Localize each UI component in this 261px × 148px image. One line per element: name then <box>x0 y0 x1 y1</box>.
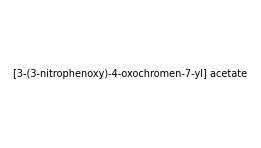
Text: [3-(3-nitrophenoxy)-4-oxochromen-7-yl] acetate: [3-(3-nitrophenoxy)-4-oxochromen-7-yl] a… <box>13 69 248 79</box>
